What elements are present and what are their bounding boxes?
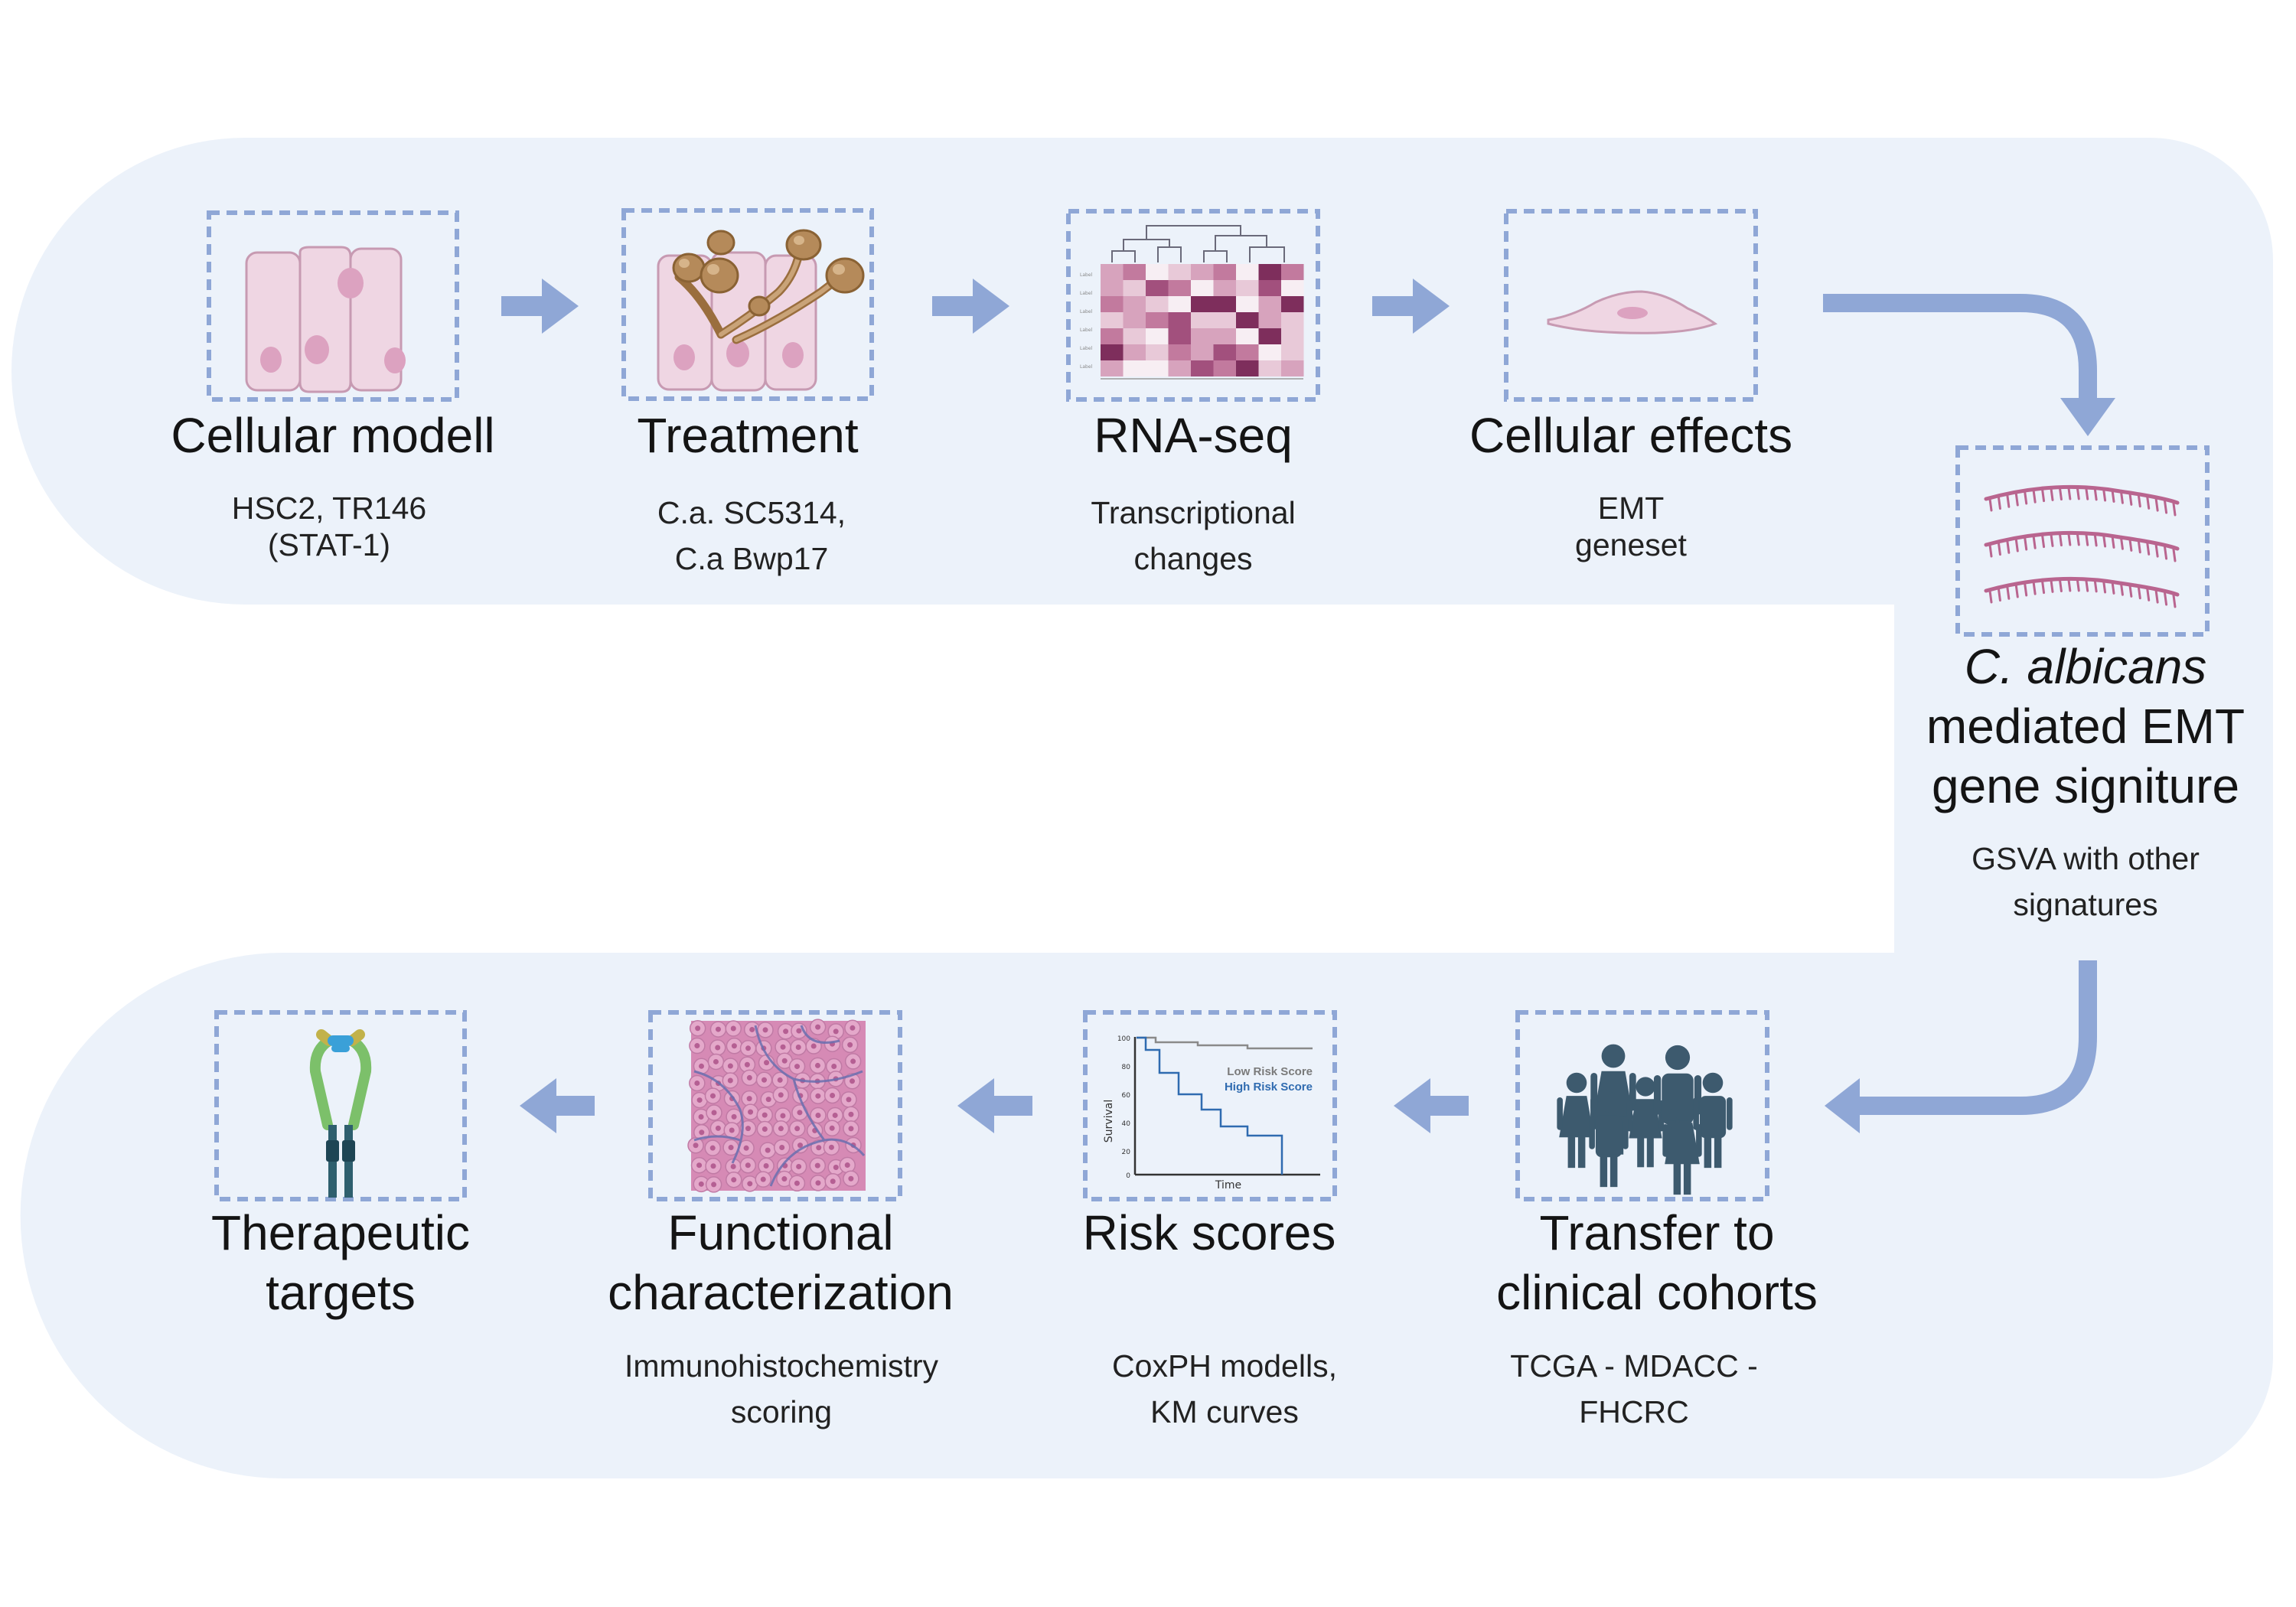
- svg-text:Label: Label: [1080, 309, 1093, 315]
- step-detail: TCGA - MDACC - FHCRC: [1510, 1348, 1758, 1429]
- km-ytick: 60: [1122, 1092, 1131, 1100]
- km-ytick: 80: [1122, 1064, 1131, 1071]
- step-title: Treatment: [637, 408, 859, 463]
- step-title: Risk scores: [1082, 1205, 1336, 1260]
- antibody-target-icon: [214, 1010, 467, 1201]
- rnaseq-heatmap-icon: Label Label Label Label Label Label: [1066, 209, 1320, 402]
- km-plot-icon: 100 80 60 40 20 0 Survival Time Low Risk…: [1083, 1010, 1337, 1201]
- km-legend-low: Low Risk Score: [1227, 1065, 1313, 1078]
- km-ytick: 100: [1117, 1035, 1130, 1043]
- svg-text:Label: Label: [1080, 291, 1093, 296]
- step-title: Cellular effects: [1469, 408, 1793, 463]
- km-ytick: 20: [1122, 1149, 1131, 1156]
- svg-text:Label: Label: [1080, 364, 1093, 370]
- km-legend-high: High Risk Score: [1225, 1081, 1313, 1094]
- step-detail: EMT geneset: [1575, 491, 1687, 562]
- step-title: Cellular modell: [171, 408, 495, 463]
- connector-arrow-left: [1858, 960, 2097, 1115]
- step-detail: CoxPH modells, KM curves: [1112, 1348, 1337, 1429]
- tissue-histology-icon: [648, 1010, 902, 1201]
- svg-text:Label: Label: [1080, 328, 1093, 333]
- svg-text:Label: Label: [1080, 346, 1093, 351]
- step-title: Transfer to clinical cohorts: [1496, 1205, 1818, 1320]
- step-detail: HSC2, TR146 (STAT-1): [231, 491, 427, 562]
- cellular-model-icon: [207, 210, 459, 402]
- treatment-icon: [621, 208, 874, 401]
- cellular-effects-icon: [1504, 209, 1758, 402]
- step-detail: Transcriptional changes: [1091, 495, 1296, 576]
- patient-cohort-icon: [1515, 1010, 1769, 1201]
- step-title: Therapeutic targets: [211, 1205, 470, 1320]
- signature-title: C. albicans mediated EMT gene signiture: [1926, 639, 2245, 813]
- connector-arrow-down: [1823, 294, 2097, 399]
- km-ylabel: Survival: [1103, 1100, 1115, 1143]
- svg-text:Label: Label: [1080, 272, 1093, 278]
- km-xlabel: Time: [1215, 1179, 1241, 1191]
- signature-detail: GSVA with other signatures: [1971, 841, 2200, 922]
- km-ytick: 40: [1122, 1120, 1131, 1128]
- gene-signature-icon: [1955, 445, 2210, 637]
- km-ytick: 0: [1126, 1172, 1130, 1180]
- step-detail: Immunohistochemistry scoring: [624, 1348, 939, 1429]
- step-title: RNA-seq: [1094, 408, 1293, 463]
- step-detail: C.a. SC5314, C.a Bwp17: [657, 495, 846, 576]
- step-title: Functional characterization: [608, 1205, 954, 1320]
